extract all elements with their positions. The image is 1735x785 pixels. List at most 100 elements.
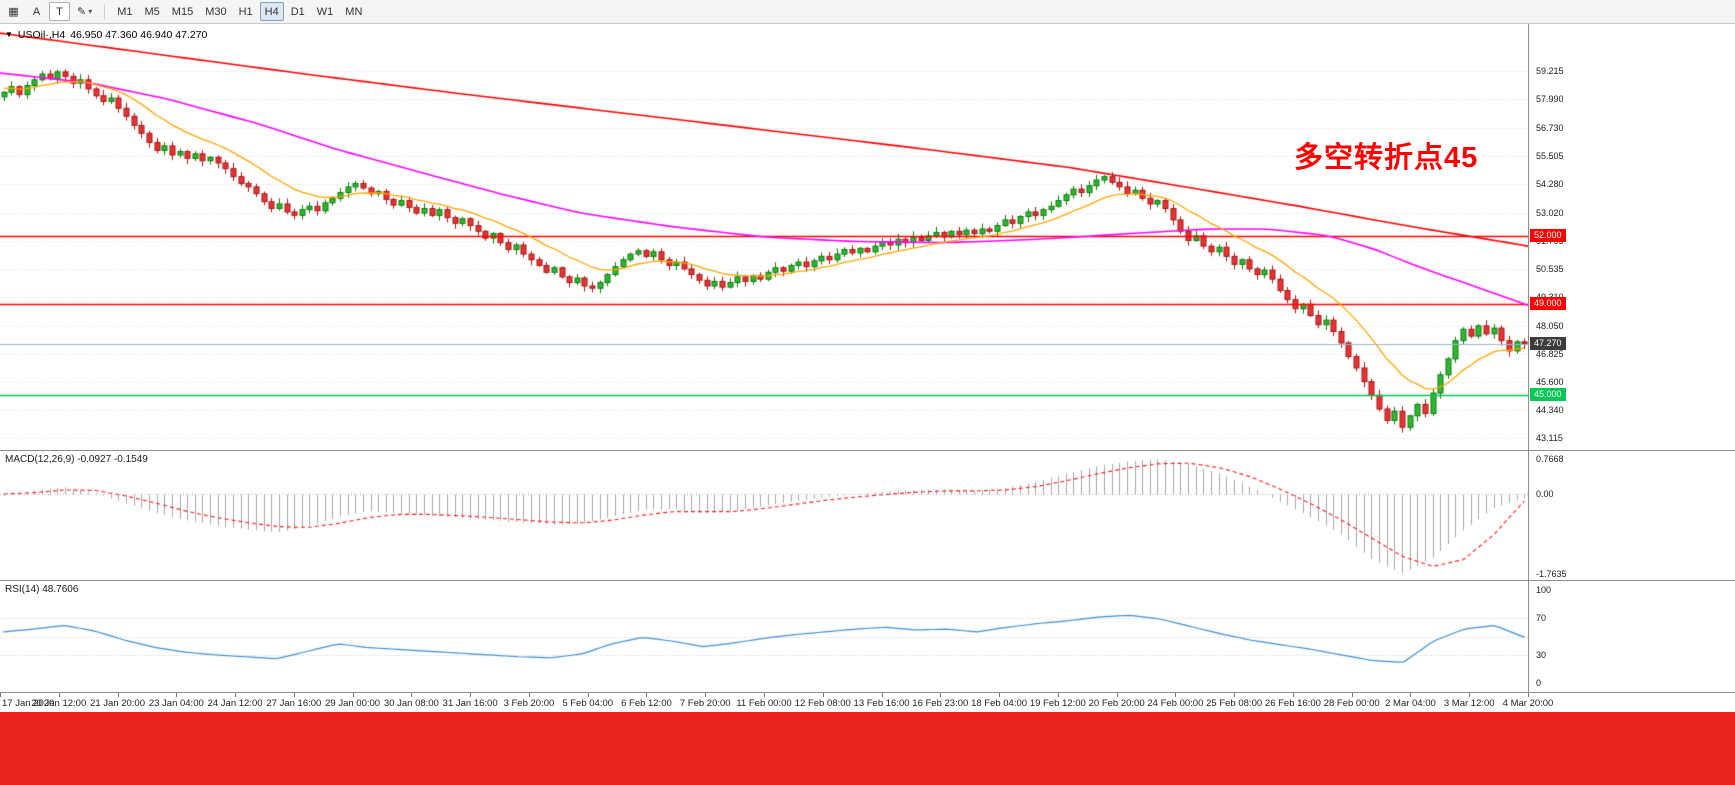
time-tick xyxy=(999,693,1000,697)
symbol-period-label: USOil·,H4 xyxy=(17,29,66,41)
time-tick xyxy=(411,693,412,697)
time-label: 2 Mar 04:00 xyxy=(1385,698,1436,709)
time-label: 13 Feb 16:00 xyxy=(853,698,910,709)
timeframe-button-m15[interactable]: M15 xyxy=(171,5,194,18)
timeframe-button-m30[interactable]: M30 xyxy=(205,5,227,18)
toolbar: ▦ A T ✎ ▾ M1 M5 M15 M30 H1 H4 D1 W1 MN xyxy=(0,0,1735,24)
time-tick xyxy=(0,693,1,697)
time-tick xyxy=(470,693,471,697)
rsi-panel: RSI(14) 48.7606 xyxy=(0,581,1528,692)
price-tick-label: 55.505 xyxy=(1536,151,1564,161)
panel-separator[interactable] xyxy=(0,580,1735,581)
price-tick-label: 49.310 xyxy=(1536,292,1564,302)
price-tick-label: 57.990 xyxy=(1536,94,1564,105)
time-tick xyxy=(235,693,236,697)
time-tick xyxy=(1469,693,1470,697)
time-label: 3 Feb 20:00 xyxy=(503,698,555,709)
hline-price-badge: 45.000 xyxy=(1530,388,1566,402)
price-tick-label: 50.535 xyxy=(1536,264,1564,275)
macd-panel: MACD(12,26,9) -0.0927 -0.1549 xyxy=(0,451,1528,580)
timeframe-button-d1[interactable]: D1 xyxy=(290,5,305,18)
timeframe-button-m5[interactable]: M5 xyxy=(144,5,160,18)
timeframe-button-mn[interactable]: MN xyxy=(345,5,363,18)
timeframe-button-h1[interactable]: H1 xyxy=(238,5,253,18)
draw-tool-button[interactable]: ✎ ▾ xyxy=(72,2,97,21)
macd-tick-label: 0.7668 xyxy=(1536,454,1564,465)
time-tick xyxy=(764,693,765,697)
panel-separator[interactable] xyxy=(0,450,1735,451)
chart-title: ▼ USOil·,H4 46.950 47.360 46.940 47.270 xyxy=(5,29,207,41)
time-tick xyxy=(1058,693,1059,697)
time-label: 4 Mar 20:00 xyxy=(1502,698,1554,709)
time-tick xyxy=(1117,693,1118,697)
time-tick xyxy=(1352,693,1353,697)
time-label: 18 Feb 04:00 xyxy=(971,698,1028,709)
chevron-down-icon: ▾ xyxy=(88,7,93,16)
time-label: 23 Jan 04:00 xyxy=(148,698,204,709)
price-tick-label: 48.050 xyxy=(1536,320,1564,331)
ohlc-label: 46.950 47.360 46.940 47.270 xyxy=(70,29,208,41)
time-tick xyxy=(1175,693,1176,697)
toolbar-separator xyxy=(104,3,106,20)
time-tick xyxy=(1410,693,1411,697)
time-label: 19 Feb 12:00 xyxy=(1029,698,1086,709)
window-grid-icon[interactable]: ▦ xyxy=(8,6,19,18)
time-label: 12 Feb 08:00 xyxy=(794,698,851,709)
price-chart-canvas[interactable] xyxy=(0,24,1528,450)
time-tick xyxy=(59,693,60,697)
time-tick xyxy=(1234,693,1235,697)
hline-price-badge: 49.000 xyxy=(1530,297,1566,311)
time-label: 17 Jan 2020 xyxy=(2,698,55,709)
time-tick xyxy=(823,693,824,697)
time-tick xyxy=(118,693,119,697)
time-label: 28 Feb 00:00 xyxy=(1323,698,1380,709)
rsi-tick-label: 70 xyxy=(1536,613,1547,623)
price-scale[interactable]: 59.21557.99056.73055.50554.28053.02051.7… xyxy=(1528,24,1735,692)
time-tick xyxy=(353,693,354,697)
rsi-tick-label: 100 xyxy=(1536,585,1552,596)
rsi-label: RSI(14) 48.7606 xyxy=(5,584,79,595)
time-label: 20 Feb 20:00 xyxy=(1088,698,1145,709)
one-click-trading-arrow-icon[interactable]: ▼ xyxy=(5,30,13,39)
time-label: 27 Jan 16:00 xyxy=(266,698,322,709)
time-tick xyxy=(1293,693,1294,697)
price-tick-label: 54.280 xyxy=(1536,178,1564,189)
price-tick-label: 45.600 xyxy=(1536,376,1564,387)
timeframe-button-h4[interactable]: H4 xyxy=(259,2,284,21)
price-tick-label: 46.825 xyxy=(1536,348,1564,359)
price-tick-label: 56.730 xyxy=(1536,123,1564,134)
time-label: 21 Jan 20:00 xyxy=(90,698,145,709)
macd-canvas[interactable] xyxy=(0,451,1528,580)
time-tick xyxy=(588,693,589,697)
price-tick-label: 53.020 xyxy=(1536,207,1564,218)
time-label: 5 Feb 04:00 xyxy=(562,698,614,709)
type-tool-button[interactable]: T xyxy=(49,2,70,21)
text-tool-button[interactable]: A xyxy=(32,5,41,18)
time-tick xyxy=(646,693,647,697)
time-tick xyxy=(705,693,706,697)
time-tick xyxy=(940,693,941,697)
time-label: 11 Feb 00:00 xyxy=(736,698,792,709)
time-tick xyxy=(529,693,530,697)
macd-tick-label: 0.00 xyxy=(1536,489,1554,499)
timeframe-button-w1[interactable]: W1 xyxy=(316,5,334,18)
macd-label: MACD(12,26,9) -0.0927 -0.1549 xyxy=(5,454,148,465)
time-tick xyxy=(176,693,177,697)
price-tick-label: 43.115 xyxy=(1536,433,1563,444)
rsi-canvas[interactable] xyxy=(0,581,1528,692)
time-label: 16 Feb 23:00 xyxy=(912,698,969,709)
time-scale[interactable]: 17 Jan 2020 20 Jan 12:00 21 Jan 20:00 23 Ja… xyxy=(0,692,1735,712)
time-label: 24 Jan 12:00 xyxy=(207,698,263,709)
timeframe-group: M1 M5 M15 M30 H1 H4 D1 W1 MN xyxy=(112,2,367,21)
time-label: 3 Mar 12:00 xyxy=(1443,698,1495,709)
time-label: 26 Feb 16:00 xyxy=(1264,698,1321,709)
current-price-badge: 47.270 xyxy=(1530,336,1566,350)
bottom-banner xyxy=(0,712,1735,785)
timeframe-button-m1[interactable]: M1 xyxy=(117,5,133,18)
time-tick xyxy=(1528,693,1529,697)
hline-price-badge: 52.000 xyxy=(1530,228,1566,242)
time-label: 29 Jan 00:00 xyxy=(325,698,381,709)
time-label: 25 Feb 08:00 xyxy=(1206,698,1263,709)
time-label: 31 Jan 16:00 xyxy=(442,698,498,709)
